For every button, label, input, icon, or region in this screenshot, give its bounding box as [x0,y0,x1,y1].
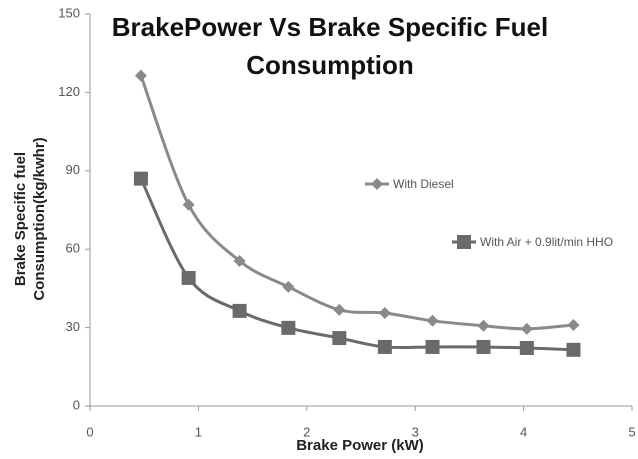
marker [425,339,440,354]
marker [233,254,246,267]
marker [333,303,346,316]
marker [134,69,147,82]
y-axis-label: Brake Specific fuel Consumption(kg/kwhr) [12,137,48,301]
chart-title: BrakePower Vs Brake Specific Fuel Consum… [111,12,549,80]
y-tick-label: 30 [66,319,80,334]
marker [520,322,533,335]
y-tick-label: 120 [58,84,80,99]
marker [477,319,490,332]
marker [182,198,195,211]
x-tick-label: 3 [412,424,419,439]
x-tick-label: 2 [303,424,310,439]
y-tick-label: 60 [66,241,80,256]
marker [232,303,247,318]
legend-marker [371,178,383,190]
y-tick-label: 90 [66,162,80,177]
x-tick-label: 5 [628,424,635,439]
marker [332,331,347,346]
marker [566,342,581,357]
series-line [139,75,574,331]
marker [133,171,148,186]
marker [281,320,296,335]
x-tick-label: 1 [195,424,202,439]
legend-label: With Diesel [393,177,454,191]
marker [519,340,534,355]
marker [476,339,491,354]
marker [426,314,439,327]
y-tick-label: 150 [58,5,80,20]
marker [567,318,580,331]
marker [181,270,196,285]
x-tick-label: 0 [86,424,93,439]
legend-label: With Air + 0.9lit/min HHO [480,235,614,249]
x-axis-label: Brake Power (kW) [296,437,424,454]
marker [378,306,391,319]
series-line [139,177,574,352]
x-tick-label: 4 [520,424,527,439]
marker [282,280,295,293]
y-tick-label: 0 [73,397,80,412]
legend-marker [457,235,471,249]
marker [377,339,392,354]
